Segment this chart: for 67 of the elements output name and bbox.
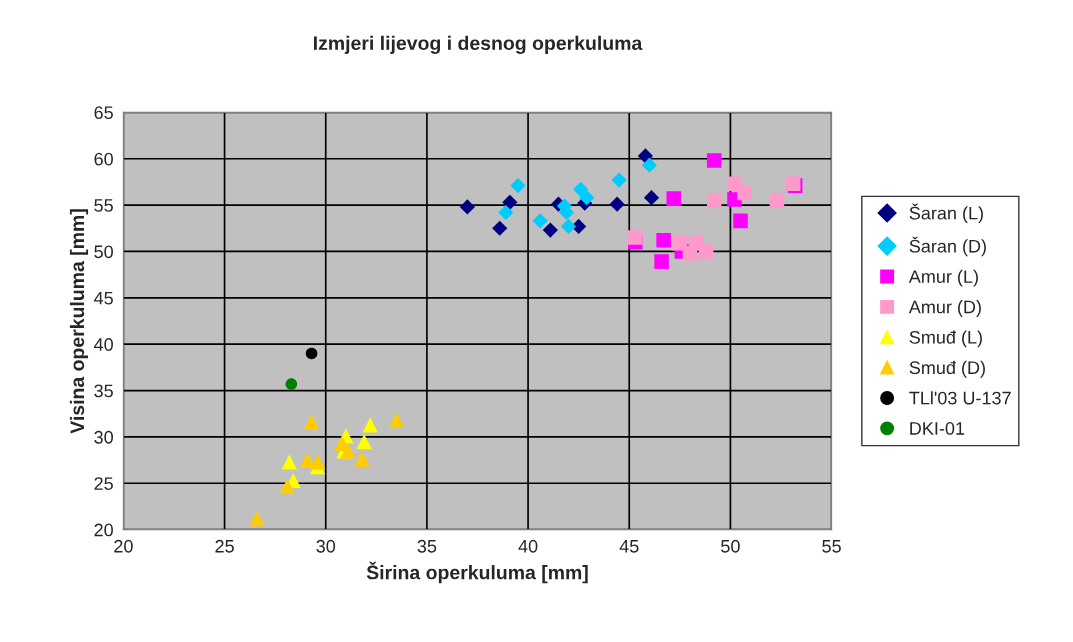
legend-label: Amur (L) (908, 269, 978, 287)
point (641, 157, 658, 173)
x-tick-label: 20 (114, 539, 133, 553)
point (654, 254, 669, 269)
point (303, 414, 320, 430)
point (362, 417, 378, 433)
point (737, 185, 752, 201)
point (656, 233, 671, 248)
x-tick-label: 55 (822, 540, 841, 553)
x-axis-title: Širina operkuluma [mm] (366, 561, 588, 584)
x-tick-label: 30 (316, 539, 336, 553)
legend-label: Šaran (L) (909, 203, 983, 224)
point (305, 347, 318, 360)
y-tick-label: 55 (94, 199, 113, 212)
point (249, 510, 265, 527)
point (698, 244, 714, 259)
point (388, 412, 405, 428)
point (706, 153, 722, 168)
y-tick-label: 60 (94, 152, 113, 166)
point (706, 193, 722, 208)
chart-title: Izmjeri lijevog i desnog operkuluma (314, 35, 643, 54)
point (682, 246, 698, 261)
point (769, 193, 785, 208)
y-tick-label: 45 (94, 291, 113, 305)
legend-label: TLl'03 U-137 (909, 391, 1011, 405)
point (498, 204, 514, 221)
point (579, 190, 595, 206)
point (459, 199, 475, 215)
point (733, 213, 748, 229)
point (611, 172, 627, 188)
legend-label: DKI-01 (910, 422, 965, 435)
point (279, 478, 295, 494)
point (532, 213, 548, 229)
point (609, 196, 625, 212)
y-axis-title: Visina operkuluma [mm] (69, 209, 89, 434)
point (573, 181, 589, 197)
x-tick-label: 45 (619, 540, 639, 553)
point (310, 454, 326, 470)
point (285, 378, 298, 390)
x-tick-label: 40 (518, 539, 538, 553)
point (542, 222, 558, 238)
y-tick-label: 40 (94, 338, 113, 351)
legend-label: Smuđ (D) (909, 360, 985, 378)
legend-label: Smuđ (L) (909, 330, 982, 348)
y-tick-label: 50 (94, 245, 113, 259)
y-tick-label: 20 (94, 523, 113, 537)
y-tick-label: 25 (94, 477, 113, 490)
point (643, 190, 660, 206)
point (492, 220, 508, 236)
point (628, 230, 643, 245)
point (666, 191, 682, 206)
point (560, 218, 577, 235)
x-tick-label: 50 (721, 539, 740, 553)
legend-label: Amur (D) (908, 300, 981, 317)
point (502, 194, 518, 210)
point (340, 443, 356, 459)
point (356, 433, 372, 450)
point (281, 454, 297, 470)
x-tick-label: 25 (215, 539, 234, 553)
y-tick-label: 65 (94, 106, 113, 120)
point (637, 148, 654, 164)
y-tick-label: 35 (94, 384, 113, 398)
point (510, 178, 526, 194)
x-tick-label: 35 (417, 539, 437, 553)
y-tick-label: 30 (94, 430, 113, 444)
point (354, 451, 370, 467)
legend-label: Šaran (D) (909, 236, 986, 257)
